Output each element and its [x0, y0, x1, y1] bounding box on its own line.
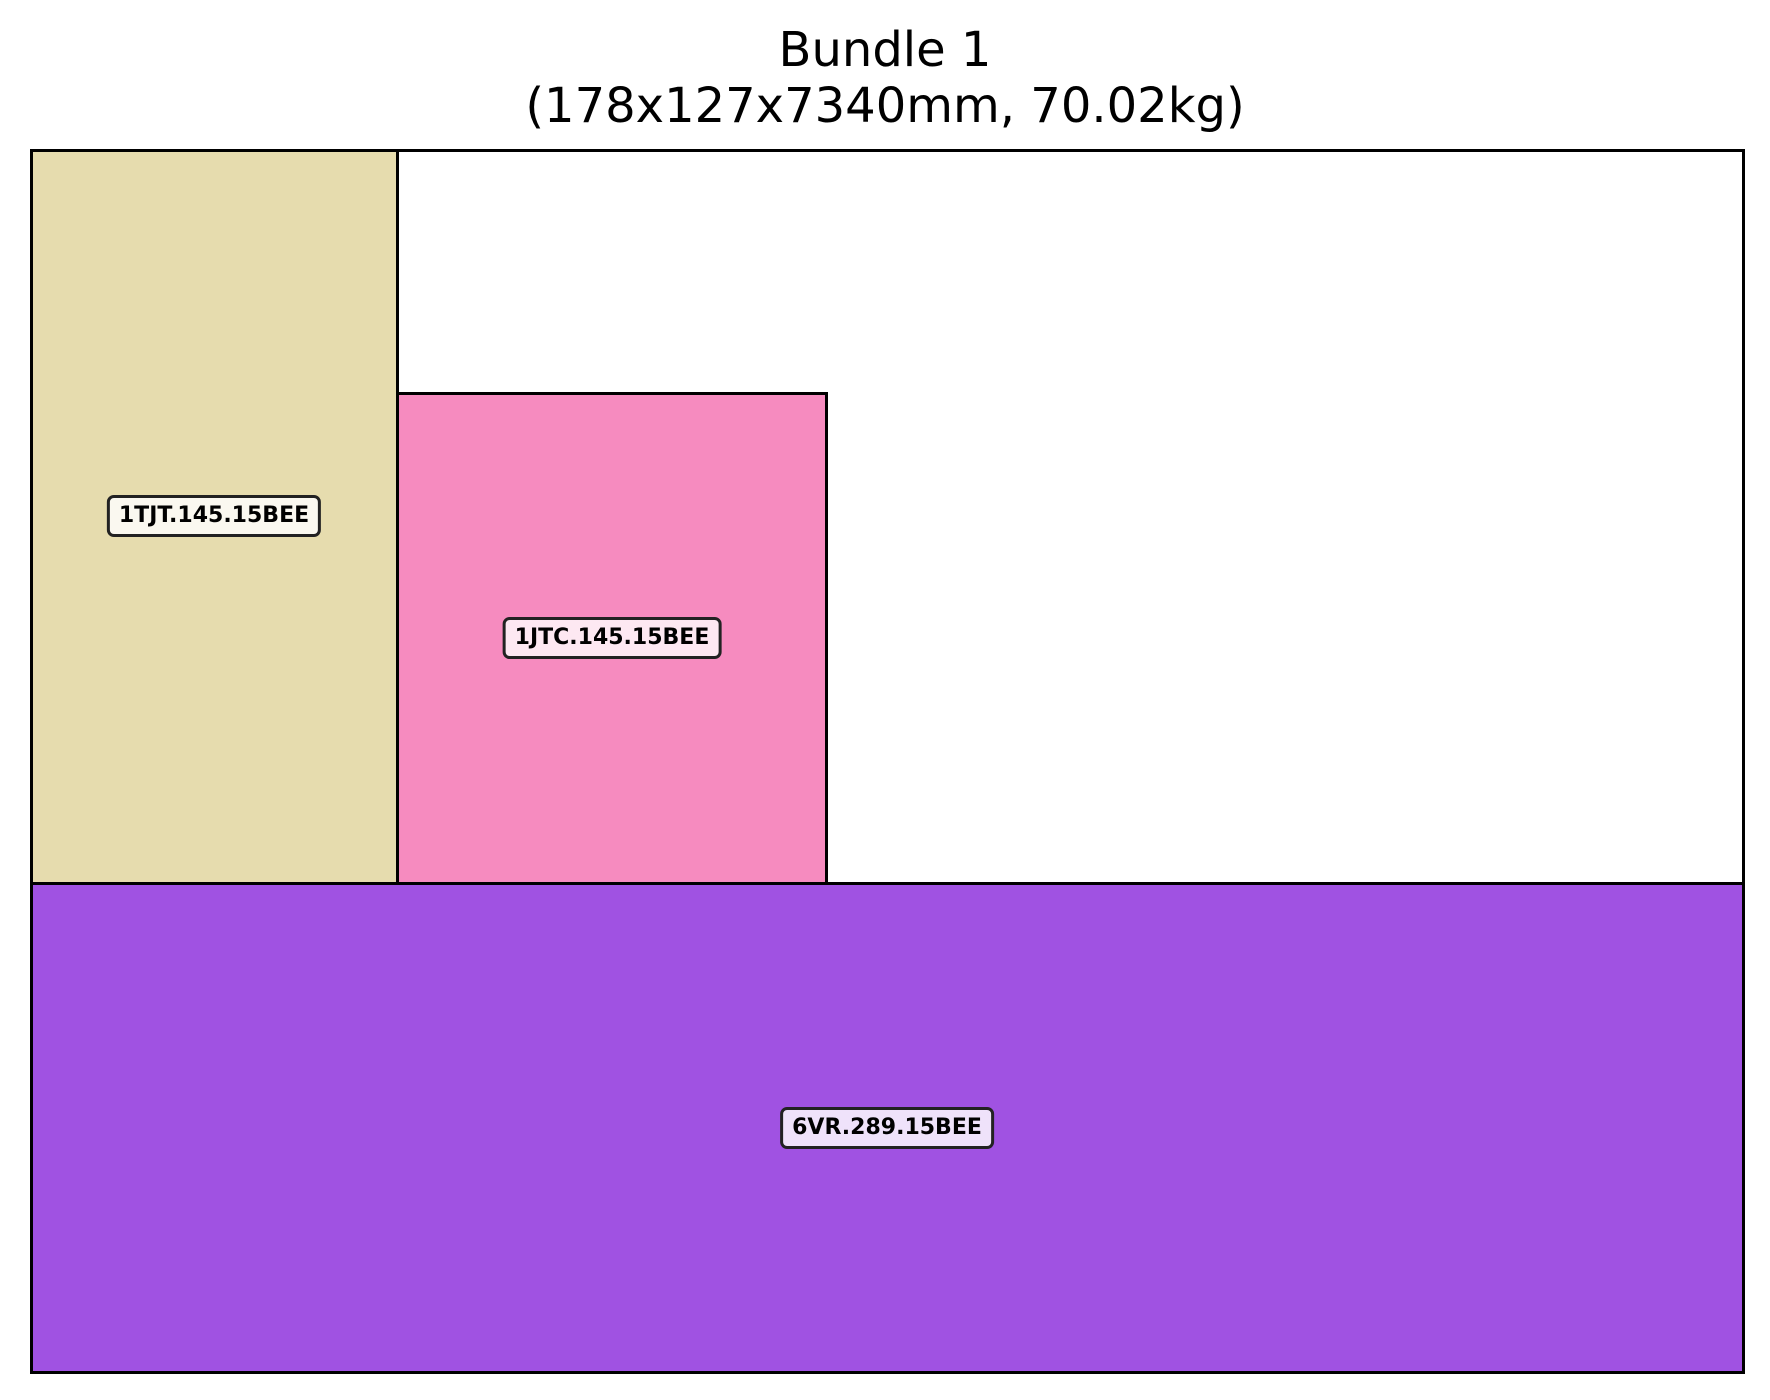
- diagram-subtitle: (178x127x7340mm, 70.02kg): [525, 78, 1245, 134]
- piece-label-1tjt: 1TJT.145.15BEE: [106, 495, 322, 537]
- piece-label-1jtc: 1JTC.145.15BEE: [502, 617, 722, 659]
- piece-label-6vr: 6VR.289.15BEE: [780, 1107, 994, 1149]
- diagram-title: Bundle 1: [778, 22, 992, 78]
